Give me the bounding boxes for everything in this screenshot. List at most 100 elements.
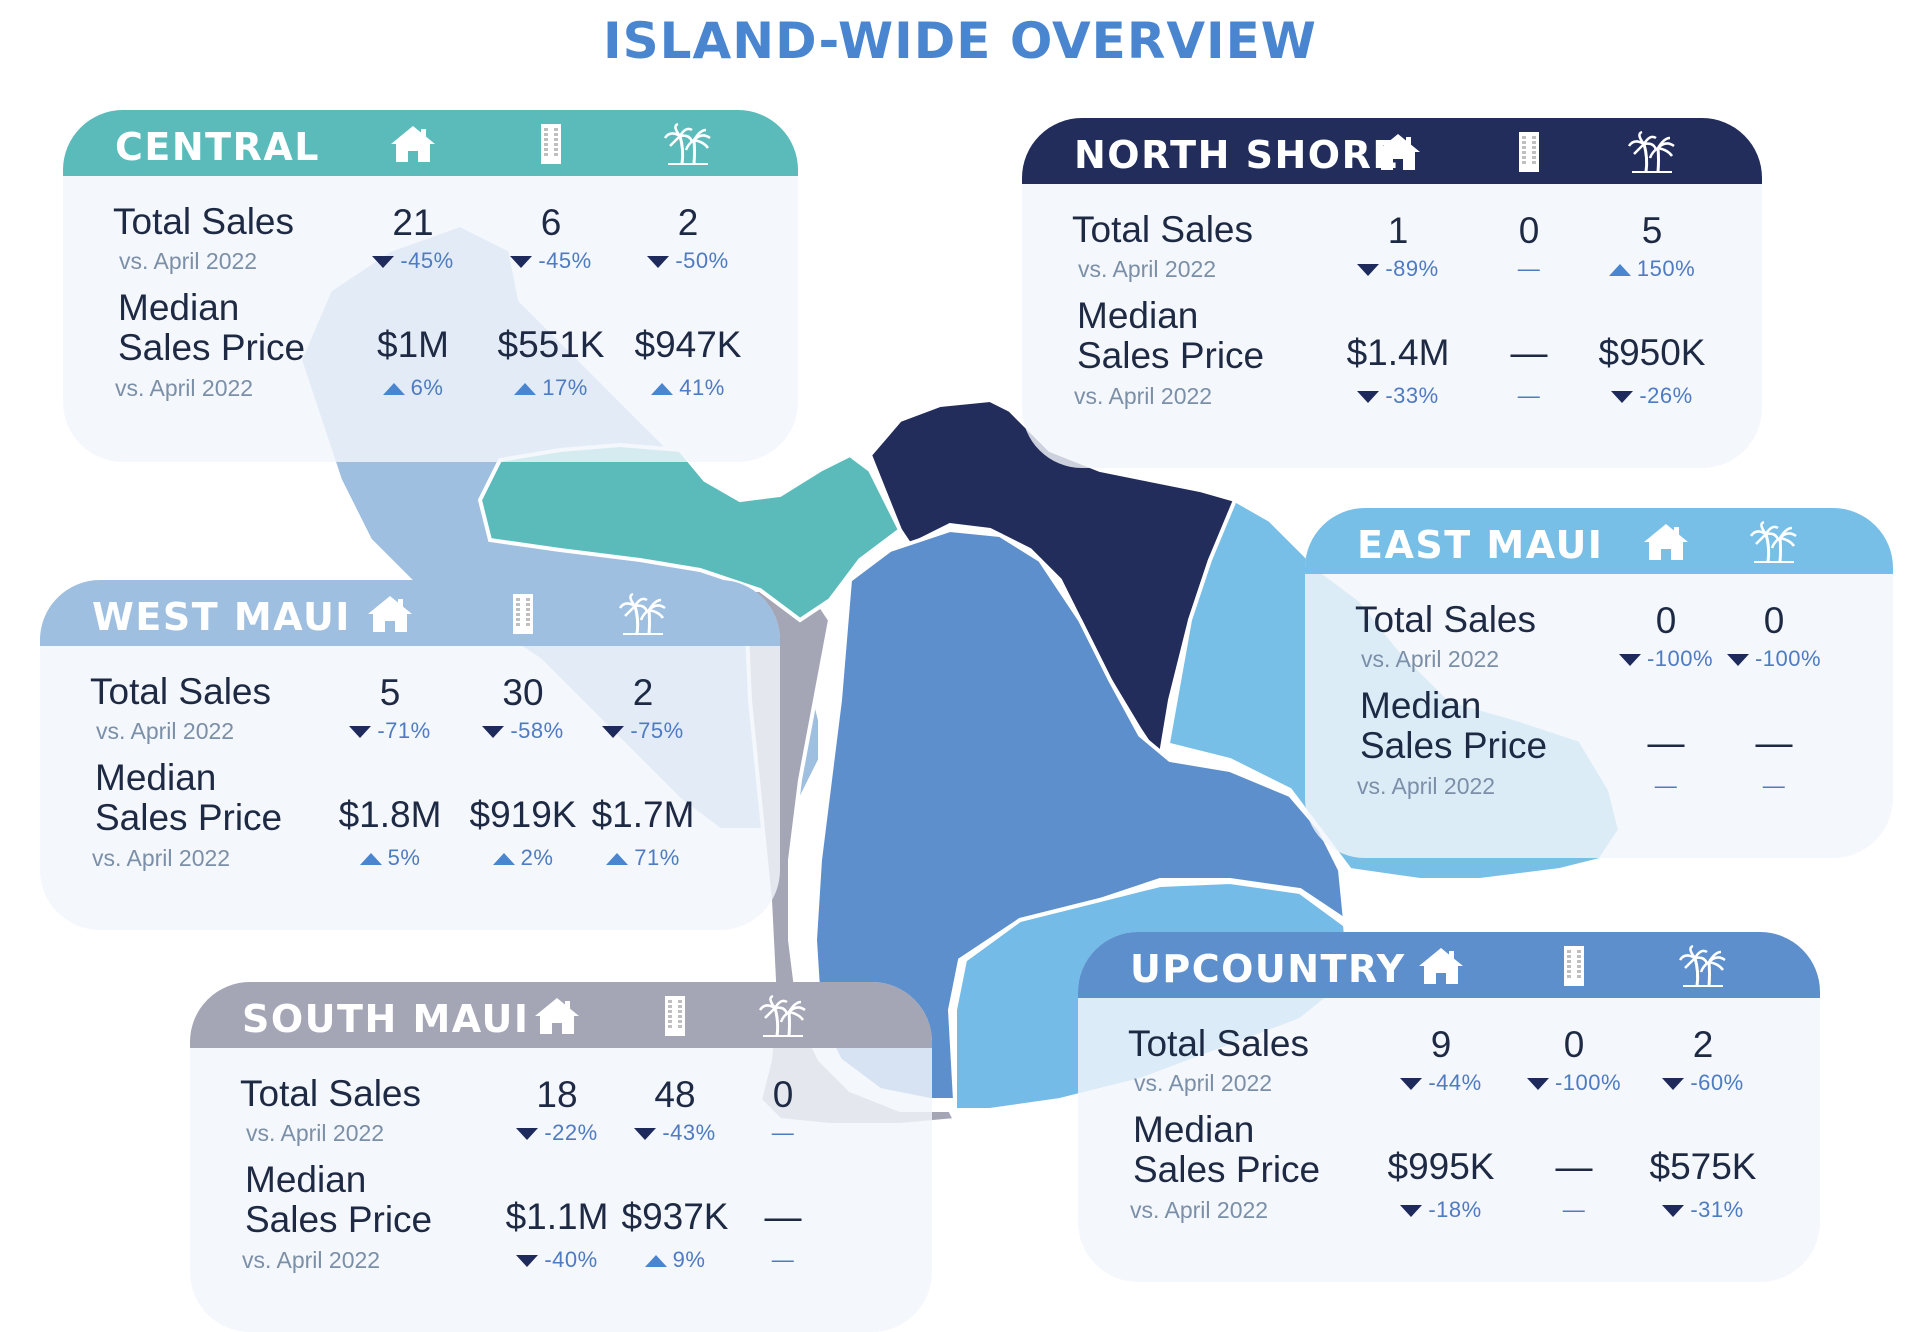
total-sales-label: Total Sales (240, 1073, 421, 1114)
region-card-upcountry: UPCOUNTRY Total Sales vs. April 2022 Median… (1078, 932, 1820, 1282)
median-price-value: — (1510, 332, 1548, 373)
triangle-down-icon (1618, 654, 1641, 667)
region-name: UPCOUNTRY (1130, 947, 1406, 991)
change-text: -43% (662, 1120, 716, 1145)
card-header: SOUTH MAUI (190, 982, 932, 1048)
median-price-change: 17% (461, 375, 641, 401)
median-label-line2: Sales Price (1360, 725, 1548, 766)
change-text: — (771, 1120, 795, 1145)
change-text: -45% (400, 248, 454, 273)
total-sales-value: 48 (654, 1074, 696, 1115)
triangle-down-icon (1526, 1078, 1549, 1091)
change-text: — (771, 1247, 795, 1272)
median-price-value: $937K (621, 1196, 729, 1237)
total-sales-value: 6 (540, 202, 562, 243)
median-label-line2: Sales Price (95, 797, 283, 838)
triangle-down-icon (516, 1255, 539, 1268)
median-price-value: $575K (1649, 1146, 1757, 1187)
single-family-home-icon (1415, 944, 1467, 988)
median-price-change: -18% (1351, 1197, 1531, 1223)
region-name: NORTH SHORE (1074, 133, 1400, 177)
region-card-south-maui: SOUTH MAUI Total Sales vs. April 2022 Media… (190, 982, 932, 1332)
card-header: CENTRAL (63, 110, 798, 176)
total-sales-change: -71% (300, 718, 480, 744)
total-sales-change: -45% (323, 248, 503, 274)
change-text: 71% (634, 845, 680, 870)
triangle-down-icon (647, 256, 670, 269)
median-label-line2: Sales Price (1133, 1149, 1321, 1190)
region-card-east-maui: EAST MAUI Total Sales vs. April 2022 Median… (1305, 508, 1893, 858)
median-price-change: 71% (553, 845, 733, 871)
total-sales-change: -22% (467, 1120, 647, 1146)
median-price-value: — (1555, 1146, 1593, 1187)
triangle-up-icon (606, 853, 629, 866)
change-text: -50% (675, 248, 729, 273)
triangle-down-icon (1400, 1205, 1423, 1218)
triangle-up-icon (359, 853, 382, 866)
median-price-change: -33% (1308, 383, 1488, 409)
median-vs-label: vs. April 2022 (1357, 773, 1496, 799)
change-text: 2% (520, 845, 554, 870)
change-text: — (1517, 383, 1541, 408)
change-text: 17% (542, 375, 588, 400)
change-text: — (1762, 773, 1786, 798)
median-price-change: 5% (300, 845, 480, 871)
total-sales-vs-label: vs. April 2022 (246, 1120, 385, 1146)
page-title: ISLAND-WIDE OVERVIEW (603, 12, 1317, 70)
change-text: -44% (1428, 1070, 1482, 1095)
land-palm-tree-icon (1748, 520, 1800, 564)
median-price-change: -31% (1613, 1197, 1793, 1223)
total-sales-change: -45% (461, 248, 641, 274)
total-sales-label: Total Sales (1128, 1023, 1309, 1064)
change-text: -100% (1754, 646, 1822, 671)
median-vs-label: vs. April 2022 (242, 1247, 381, 1273)
single-family-home-icon (364, 592, 416, 636)
total-sales-change: -58% (433, 718, 613, 744)
change-text: 41% (679, 375, 725, 400)
total-sales-label: Total Sales (1072, 209, 1253, 250)
region-name: SOUTH MAUI (242, 997, 530, 1041)
median-label-line1: Median (1133, 1109, 1255, 1150)
change-text: 5% (387, 845, 421, 870)
total-sales-value: 0 (1518, 210, 1540, 251)
triangle-up-icon (514, 383, 537, 396)
total-sales-vs-label: vs. April 2022 (119, 248, 258, 274)
region-card-west-maui: WEST MAUI Total Sales vs. April 2022 Median… (40, 580, 780, 930)
change-text: -33% (1385, 383, 1439, 408)
triangle-down-icon (482, 726, 505, 739)
total-sales-change: -100% (1576, 646, 1756, 672)
change-text: 150% (1636, 256, 1696, 281)
map-region-upcountry (812, 527, 1348, 1102)
region-card-central: CENTRAL Total Sales vs. April 2022 Median Sa… (63, 110, 798, 462)
change-text: -89% (1385, 256, 1439, 281)
total-sales-change: — (1439, 256, 1619, 282)
triangle-up-icon (1608, 264, 1631, 277)
median-price-value: $995K (1387, 1146, 1495, 1187)
triangle-down-icon (372, 256, 395, 269)
total-sales-label: Total Sales (90, 671, 271, 712)
total-sales-label: Total Sales (113, 201, 294, 242)
median-price-value: $1.7M (591, 794, 695, 835)
condo-building-icon (525, 122, 577, 166)
median-price-change: — (1439, 383, 1619, 409)
condo-building-icon (497, 592, 549, 636)
total-sales-value: 18 (536, 1074, 578, 1115)
median-price-value: $551K (497, 324, 605, 365)
median-label-line1: Median (1360, 685, 1482, 726)
land-palm-tree-icon (662, 122, 714, 166)
change-text: -40% (544, 1247, 598, 1272)
triangle-down-icon (634, 1128, 657, 1141)
single-family-home-icon (531, 994, 583, 1038)
map-region-south-maui (742, 588, 959, 1127)
median-price-change: — (1576, 773, 1756, 799)
total-sales-change: -100% (1684, 646, 1864, 672)
total-sales-value: 30 (502, 672, 544, 713)
median-vs-label: vs. April 2022 (92, 845, 231, 871)
median-vs-label: vs. April 2022 (1130, 1197, 1269, 1223)
total-sales-value: 2 (1692, 1024, 1714, 1065)
median-price-value: — (1647, 722, 1685, 763)
median-price-change: -40% (467, 1247, 647, 1273)
total-sales-change: -60% (1613, 1070, 1793, 1096)
change-text: -26% (1639, 383, 1693, 408)
triangle-up-icon (382, 383, 405, 396)
